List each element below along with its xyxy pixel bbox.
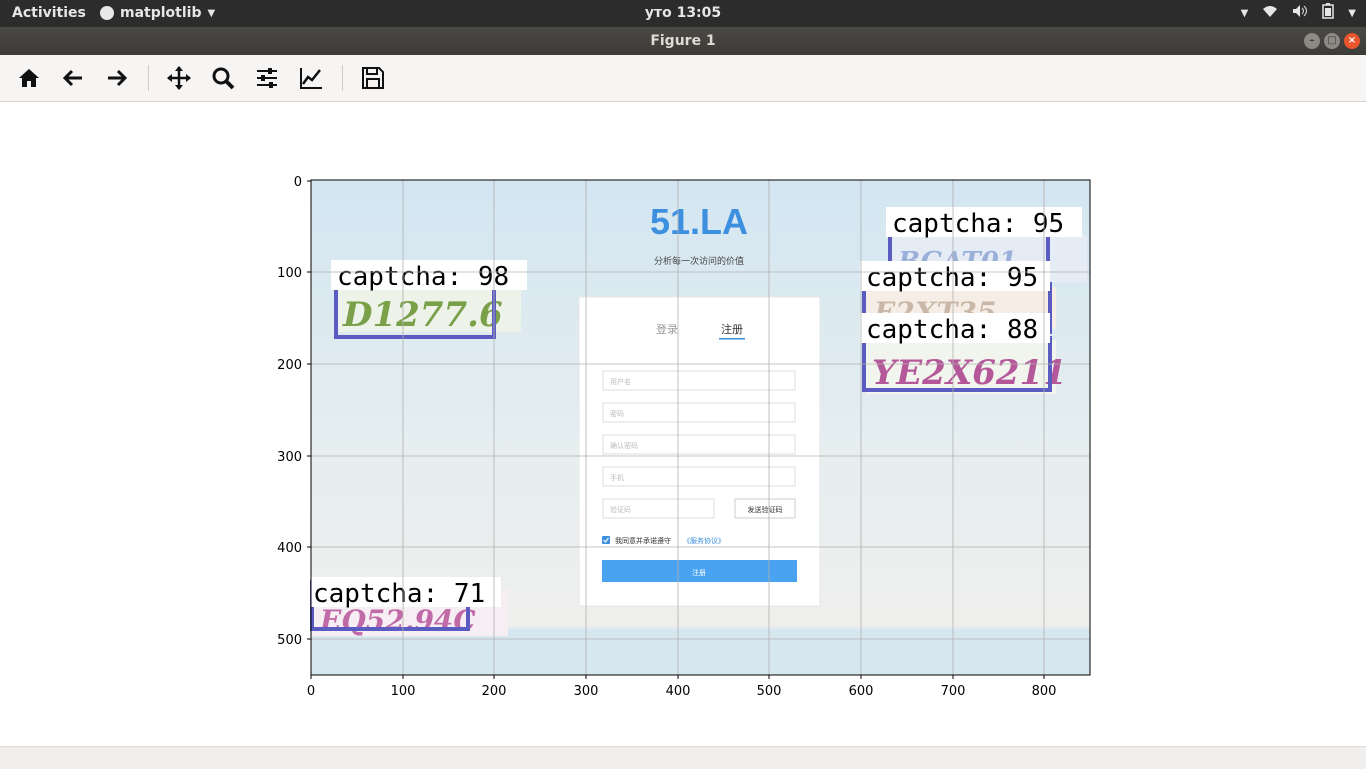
battery-icon [1322,3,1335,23]
field-phone: 手机 [610,473,624,482]
field-username: 用户名 [610,377,631,386]
edit-axis-button[interactable] [298,65,324,91]
detection-label: captcha: 98 [337,262,509,292]
chevron-down-icon: ▼ [1348,7,1356,19]
zoom-button[interactable] [210,65,236,91]
captcha-image-text: D1277.6 [342,295,503,335]
y-tick-label: 400 [277,541,302,556]
activities-button[interactable]: Activities [12,5,86,21]
edit-axis-icon [300,68,322,89]
x-tick-label: 100 [391,684,416,699]
pan-button[interactable] [166,65,192,91]
y-tick-label: 200 [277,358,302,373]
figure-canvas[interactable]: 51.LA 分析每一次访问的价值 登录 注册 用户名 密码 确认密码 手机 验证… [0,102,1366,746]
forward-button[interactable] [104,65,130,91]
y-tick-label: 500 [277,633,302,648]
agree-link: 《服务协议》 [683,536,725,545]
detection-label: captcha: 95 [892,209,1064,239]
volume-icon [1292,4,1308,22]
detection-label: captcha: 88 [866,315,1038,345]
back-button[interactable] [60,65,86,91]
x-tick-label: 200 [482,684,507,699]
maximize-button[interactable]: □ [1324,33,1340,49]
y-tick-label: 0 [294,175,302,190]
x-tick-label: 0 [307,684,315,699]
zoom-icon [212,67,235,90]
x-tick-label: 300 [574,684,599,699]
app-icon [100,6,114,20]
app-menu[interactable]: matplotlib ▼ [100,5,215,21]
agree-text: 我同意并承诺遵守 [615,536,671,545]
plot-axes: 51.LA 分析每一次访问的价值 登录 注册 用户名 密码 确认密码 手机 验证… [277,175,1091,699]
back-arrow-icon [62,69,82,87]
home-button[interactable] [16,65,42,91]
site-slogan: 分析每一次访问的价值 [654,255,744,267]
field-password: 密码 [610,409,624,418]
pan-icon [167,66,191,90]
field-confirm-password: 确认密码 [610,441,638,450]
x-tick-label: 800 [1032,684,1057,699]
app-menu-label: matplotlib [120,5,202,21]
tab-register: 注册 [721,322,743,336]
minimize-button[interactable]: – [1304,33,1320,49]
x-tick-label: 700 [941,684,966,699]
detection-label: captcha: 71 [313,579,485,609]
close-button[interactable]: × [1344,33,1360,49]
x-tick-label: 600 [849,684,874,699]
detection-label: captcha: 95 [866,263,1038,293]
x-tick-label: 400 [666,684,691,699]
home-icon [19,69,39,87]
webpage-screenshot: 51.LA 分析每一次访问的价值 登录 注册 用户名 密码 确认密码 手机 验证… [578,201,821,607]
navigation-toolbar [0,55,1366,102]
chevron-down-icon: ▼ [1240,7,1249,19]
system-top-bar: Activities matplotlib ▼ уто 13:05 ▼ ▼ [0,0,1366,27]
y-tick-label: 300 [277,450,302,465]
window-title: Figure 1 [650,33,716,49]
status-bar [0,746,1366,769]
field-code: 验证码 [610,505,631,514]
site-logo: 51.LA [650,201,748,242]
system-tray[interactable]: ▼ ▼ [1241,3,1356,23]
save-button[interactable] [360,65,386,91]
grid [311,180,1090,675]
configure-subplots-icon [257,68,277,88]
forward-arrow-icon [108,69,128,87]
captcha-image-text: YE2X6211 [872,353,1067,393]
tab-login: 登录 [656,322,678,336]
save-icon [362,67,384,89]
register-button: 注册 [692,568,706,577]
x-tick-label: 500 [757,684,782,699]
y-tick-label: 100 [277,266,302,281]
chevron-down-icon: ▼ [207,7,216,19]
configure-subplots-button[interactable] [254,65,280,91]
window-title-bar[interactable]: Figure 1 – □ × [0,27,1366,55]
captcha-image-text: EQ52.94C [319,604,476,637]
send-code-button: 发送验证码 [748,505,783,514]
wifi-icon [1262,4,1278,22]
